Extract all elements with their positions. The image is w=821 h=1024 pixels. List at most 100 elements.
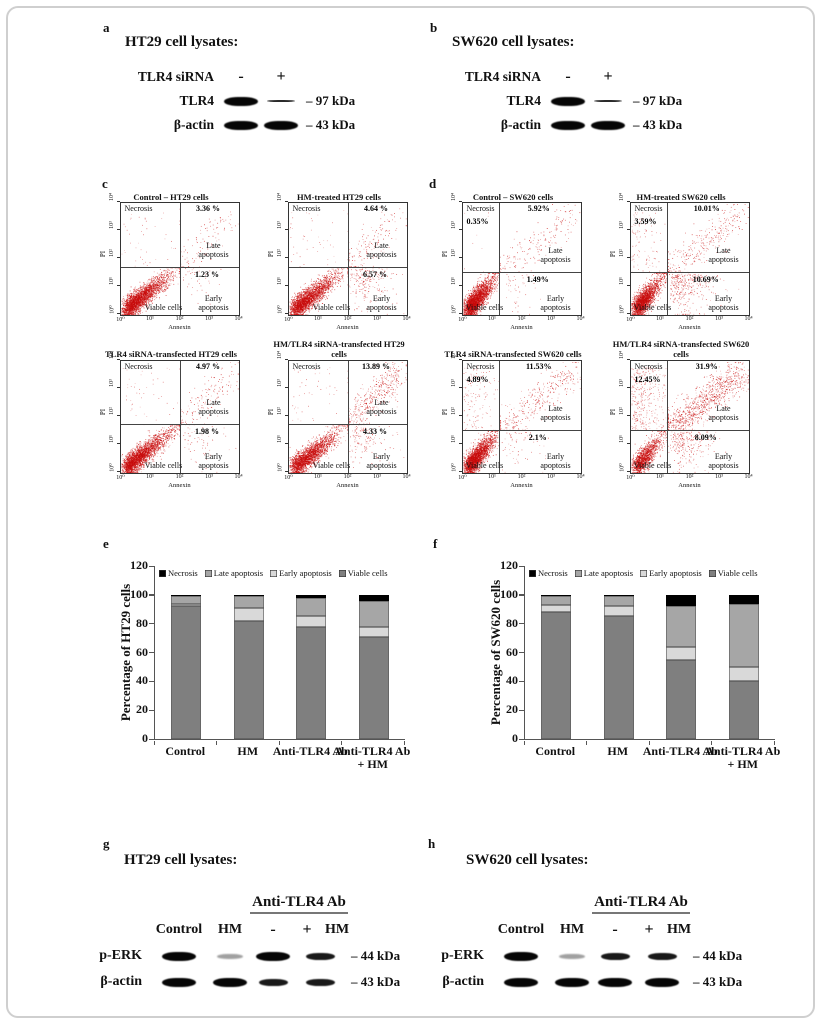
protein-band: [305, 978, 335, 986]
protein-label: TLR4: [179, 93, 214, 108]
viable-cells-quadrant-label: Viable cells: [633, 303, 672, 313]
protein-band: [551, 120, 585, 130]
blot-lane: [548, 120, 588, 130]
flow-y-axis-label: PI: [608, 408, 617, 415]
flow-x-tick-label: 10³: [373, 473, 381, 480]
protein-band: [559, 953, 585, 959]
flow-y-tick-mark: [116, 386, 120, 388]
legend-item: Late apoptosis: [574, 568, 633, 578]
y-tick-label: 60: [136, 644, 148, 659]
kda-marker: – 97 kDa: [633, 93, 683, 108]
flow-y-tick-label: 10³: [276, 378, 283, 387]
flow-x-tick-label: 10⁴: [744, 316, 753, 322]
flow-x-tick-label: 10²: [343, 473, 352, 480]
flow-x-tick-label: 10¹: [656, 316, 664, 322]
flow-y-tick-mark: [284, 257, 288, 258]
bar-segment-late-apoptosis: [233, 596, 264, 608]
x-tick-mark: [216, 740, 218, 745]
flow-y-tick-label: 10⁰: [451, 305, 458, 314]
flow-y-tick-mark: [458, 470, 462, 472]
legend-item: Late apoptosis: [204, 568, 263, 578]
bar-segment-necrosis: [171, 594, 202, 597]
blot-lane: [150, 951, 208, 961]
stacked-bar: [171, 594, 202, 739]
bar-segment-necrosis: [666, 594, 697, 607]
protein-label: p-ERK: [441, 948, 484, 963]
flow-y-tick-label: 10³: [618, 221, 625, 229]
legend-swatch: [529, 569, 536, 577]
viable-cells-quadrant-label: Viable cells: [312, 303, 351, 313]
blot-lane: [294, 952, 346, 960]
flow-y-tick-mark: [116, 442, 120, 444]
legend-swatch: [640, 569, 648, 577]
blot-lane: [492, 951, 550, 961]
panel-b-label: b: [430, 20, 438, 35]
protein-band: [224, 96, 258, 106]
blot-lane: [594, 952, 636, 960]
quadrant-horizontal-line: [630, 429, 749, 431]
late-apoptosis-quadrant-label: Late apoptosis: [366, 398, 397, 417]
flow-x-tick-label: 10³: [715, 316, 723, 322]
flow-plot-area: Necrosis 0.35% 5.92% Late apoptosis 1.49% Ear…: [461, 202, 582, 316]
bar-segment-late-apoptosis: [666, 606, 697, 647]
protein-label: β-actin: [100, 974, 142, 989]
quadrant-vertical-line: [667, 360, 669, 473]
flow-y-tick-label: 10²: [450, 249, 457, 257]
flow-y-tick-mark: [284, 442, 288, 444]
flow-y-tick-mark: [458, 414, 462, 416]
flow-x-tick-label: 10¹: [488, 473, 496, 480]
quadrant-horizontal-line: [288, 266, 407, 268]
legend-swatch: [270, 569, 278, 577]
flow-y-tick-mark: [116, 201, 120, 202]
flow-y-tick-mark: [626, 442, 630, 444]
bar-segment-necrosis: [296, 594, 327, 598]
quadrant-horizontal-line: [288, 424, 407, 426]
flow-x-tick-label: 10¹: [488, 316, 496, 322]
legend-label: Necrosis: [168, 568, 198, 578]
y-tick-mark: [519, 738, 524, 740]
blot-lane: [548, 96, 588, 106]
blot-lane: [294, 978, 346, 986]
viable-cells-quadrant-label: Viable cells: [144, 303, 183, 313]
flow-y-tick-mark: [116, 229, 120, 230]
protein-band: [217, 953, 243, 959]
legend-swatch: [338, 569, 346, 577]
flow-plot-body: PI 10⁰ 10¹ 10² 10³ 10⁴ Necrosis 4.64 % Late apop…: [267, 193, 408, 316]
x-tick-mark: [403, 740, 405, 745]
flow-y-tick-label: 10²: [108, 406, 115, 415]
cell-lysates-title: SW620 cell lysates:: [452, 34, 575, 50]
protein-band: [162, 977, 196, 987]
early-apoptosis-percentage: 1.49%: [526, 275, 549, 285]
chart-legend: Necrosis Late apoptosis Early apoptosis Via…: [529, 568, 758, 578]
legend-swatch: [159, 569, 166, 577]
legend-swatch: [204, 569, 212, 577]
flow-plot-title: Control – HT29 cells: [133, 191, 209, 202]
flow-y-tick-label: 10²: [618, 249, 625, 257]
protein-band: [555, 977, 589, 987]
blot-band-row: p-ERK – 44 kDa: [432, 944, 742, 968]
blot-lane: [150, 977, 208, 987]
protein-label: TLR4: [506, 93, 541, 108]
x-tick-mark: [153, 740, 155, 745]
flow-y-tick-mark: [458, 442, 462, 444]
flow-plot: TLR4 siRNA-transfected HT29 cells PI 10⁰ 10…: [88, 338, 254, 490]
flow-y-tick-mark: [116, 358, 120, 360]
column-label: +: [644, 921, 654, 938]
kda-marker: – 44 kDa: [351, 948, 401, 963]
quadrant-vertical-line: [179, 203, 181, 315]
panel-c-label: c: [102, 176, 108, 191]
cell-lysates-title: SW620 cell lysates:: [466, 852, 589, 868]
flow-y-tick-mark: [284, 414, 288, 416]
panel-g-western-blot: HT29 cell lysates: Anti-TLR4 Ab Control HM -…: [90, 852, 430, 1002]
panel-f-label: f: [433, 536, 438, 551]
y-tick-label: 40: [136, 673, 148, 688]
necrosis-quadrant-label: Necrosis: [292, 361, 321, 371]
flow-x-tick-label: 10³: [715, 473, 723, 480]
early-apoptosis-percentage: 1.23 %: [195, 269, 219, 279]
cell-lysates-title: HT29 cell lysates:: [125, 34, 239, 50]
late-apoptosis-quadrant-label: Late apoptosis: [366, 240, 397, 259]
flow-plot: Control – SW620 cells PI 10⁰ 10¹ 10² 10³ 10⁴ Ne…: [430, 190, 596, 332]
flow-x-tick-label: 10⁴: [744, 473, 753, 480]
necrosis-quadrant-label: Necrosis: [466, 361, 495, 371]
blot-lane: [261, 120, 301, 130]
